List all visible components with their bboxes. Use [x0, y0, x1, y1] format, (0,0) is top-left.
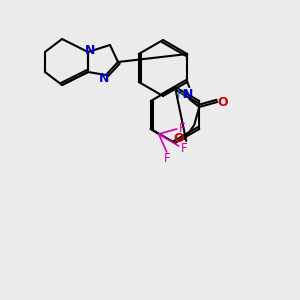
Text: F: F — [178, 122, 185, 136]
Text: F: F — [180, 142, 187, 154]
Text: O: O — [217, 95, 228, 109]
Text: O: O — [173, 133, 184, 146]
Text: N: N — [85, 44, 95, 56]
Text: N: N — [99, 71, 109, 85]
Text: F: F — [164, 152, 170, 166]
Text: H: H — [177, 88, 186, 101]
Text: N: N — [183, 88, 194, 101]
